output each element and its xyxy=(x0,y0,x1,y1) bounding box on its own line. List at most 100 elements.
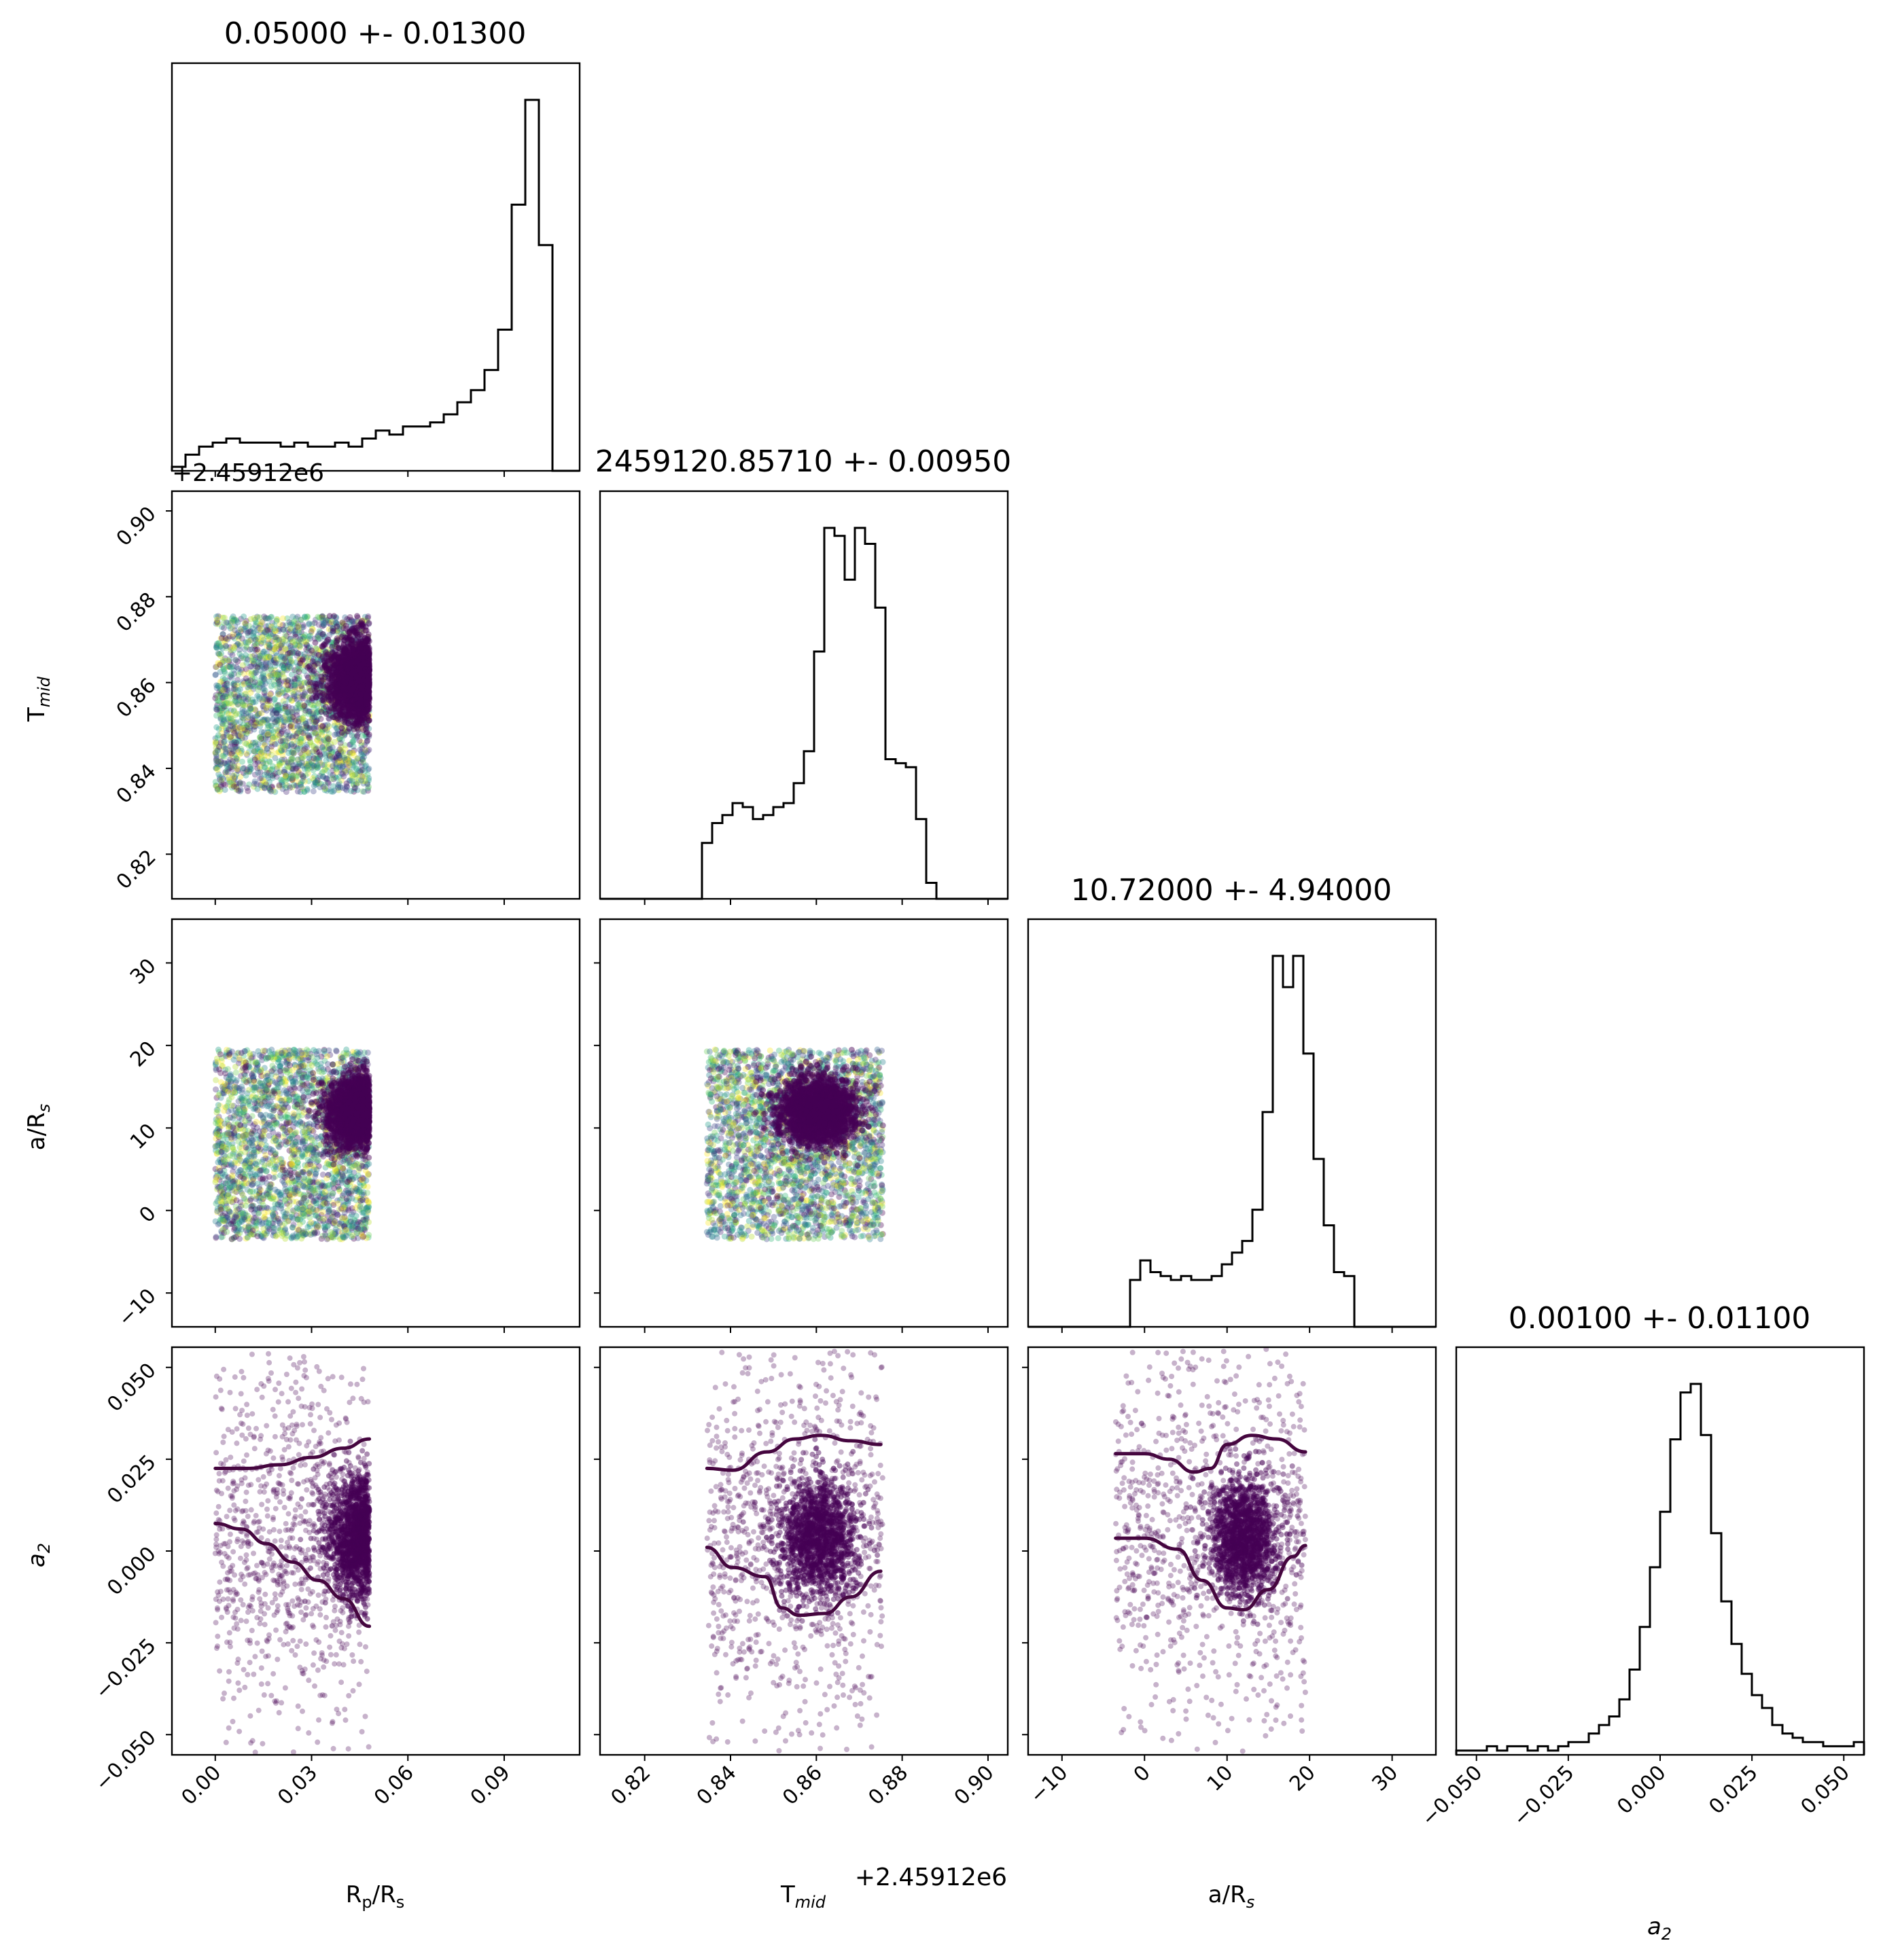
data-point xyxy=(328,749,335,755)
data-point xyxy=(276,762,283,768)
data-point xyxy=(224,685,230,692)
data-point xyxy=(281,756,287,763)
data-point xyxy=(345,720,352,727)
data-point xyxy=(333,761,340,768)
data-point xyxy=(266,673,272,680)
data-point xyxy=(253,669,260,676)
data-point xyxy=(306,620,313,627)
data-point xyxy=(306,734,313,741)
data-point xyxy=(251,719,258,726)
data-point xyxy=(348,617,355,624)
data-point xyxy=(294,783,301,789)
data-point xyxy=(318,708,325,715)
data-point xyxy=(341,725,348,732)
data-point xyxy=(349,659,356,666)
data-point xyxy=(337,688,344,694)
data-point xyxy=(252,698,259,705)
data-point xyxy=(347,646,354,653)
data-point xyxy=(226,719,233,726)
data-point xyxy=(338,726,345,732)
data-point xyxy=(227,723,234,730)
data-point xyxy=(336,752,342,759)
data-point xyxy=(326,736,332,743)
data-point xyxy=(351,705,358,712)
data-point xyxy=(331,653,338,660)
data-point xyxy=(300,773,306,779)
data-point xyxy=(291,728,298,734)
data-point xyxy=(229,701,236,707)
data-point xyxy=(300,774,306,781)
data-point xyxy=(333,652,340,658)
data-point xyxy=(338,729,345,736)
data-point xyxy=(349,772,355,779)
data-point xyxy=(234,743,240,750)
data-point xyxy=(260,628,267,635)
data-point xyxy=(357,696,364,703)
data-point xyxy=(230,722,237,729)
data-point xyxy=(227,727,234,734)
data-point xyxy=(366,666,372,673)
data-point xyxy=(220,702,226,709)
data-point xyxy=(280,636,287,642)
data-point xyxy=(321,695,328,701)
data-point xyxy=(247,699,254,706)
data-point xyxy=(284,615,291,622)
data-point xyxy=(214,702,221,709)
data-point xyxy=(213,682,220,689)
data-point xyxy=(366,747,372,753)
data-point xyxy=(336,752,342,759)
data-point xyxy=(345,670,351,677)
data-point xyxy=(230,726,237,732)
data-point xyxy=(279,615,286,622)
data-point xyxy=(335,728,341,734)
data-point xyxy=(364,719,371,726)
data-point xyxy=(305,778,312,785)
data-point xyxy=(231,730,237,736)
data-point xyxy=(331,753,338,760)
data-point xyxy=(364,718,371,725)
data-point xyxy=(283,664,290,671)
data-point xyxy=(315,660,321,667)
data-point xyxy=(222,614,228,621)
data-point xyxy=(268,766,275,773)
data-point xyxy=(259,657,266,664)
data-point xyxy=(287,649,294,656)
data-point xyxy=(294,638,301,645)
data-point xyxy=(343,717,350,724)
data-point xyxy=(311,714,318,721)
data-point xyxy=(287,755,294,762)
data-point xyxy=(223,619,230,626)
data-point xyxy=(314,703,321,710)
data-point xyxy=(326,748,332,755)
data-point xyxy=(260,672,266,679)
data-point xyxy=(239,735,245,742)
data-point xyxy=(262,779,268,786)
data-point xyxy=(363,700,370,707)
data-point xyxy=(287,685,294,692)
data-point xyxy=(333,762,340,769)
data-point xyxy=(232,752,239,758)
data-point xyxy=(214,787,221,793)
data-point xyxy=(311,747,317,753)
data-point xyxy=(275,717,281,724)
data-point xyxy=(283,774,289,781)
data-point xyxy=(366,667,372,674)
data-point xyxy=(345,635,351,641)
data-point xyxy=(331,620,337,627)
data-point xyxy=(330,665,336,672)
data-point xyxy=(318,679,325,685)
data-point xyxy=(331,738,338,745)
data-point xyxy=(234,762,241,769)
data-point xyxy=(293,645,300,652)
data-point xyxy=(294,675,300,681)
data-point xyxy=(292,632,298,639)
data-point xyxy=(264,730,271,737)
data-point xyxy=(219,624,225,630)
data-point xyxy=(353,734,360,741)
data-point xyxy=(271,644,278,651)
data-point xyxy=(340,712,347,719)
data-point xyxy=(303,646,310,653)
data-point xyxy=(259,784,266,791)
data-point xyxy=(321,707,328,714)
data-point xyxy=(309,647,315,654)
